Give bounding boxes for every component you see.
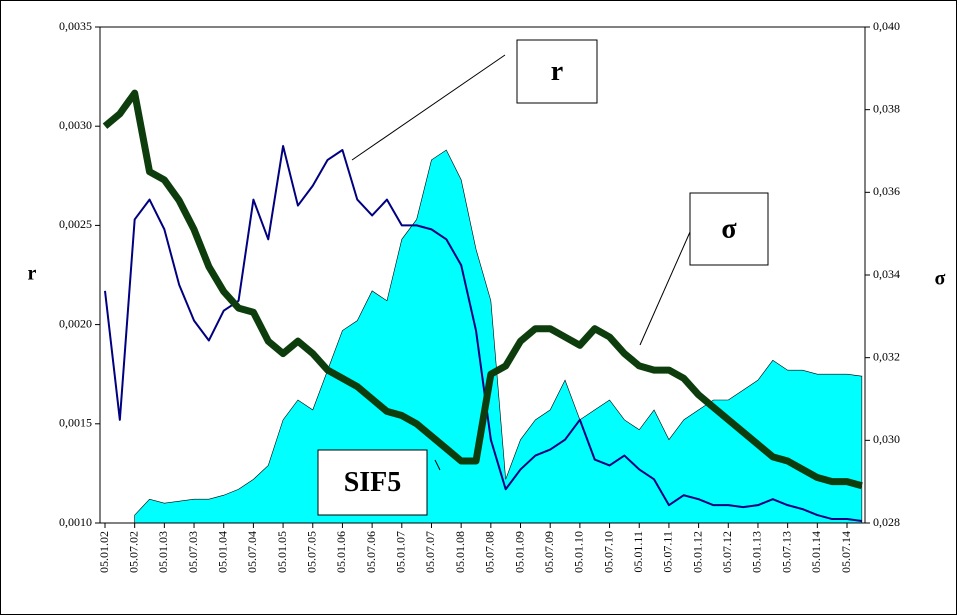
x-tick-label: 05.07.06 [364, 531, 378, 573]
x-tick-label: 05.07.03 [186, 531, 200, 573]
x-tick-label: 05.01.11 [631, 531, 645, 573]
y-tick-label: 0,0015 [59, 416, 92, 430]
annotation-label: σ [721, 213, 737, 244]
line [102, 89, 863, 490]
x-tick-label: 05.07.07 [423, 531, 437, 573]
x-tick-label: 05.07.10 [601, 531, 615, 573]
y-tick-label: 0,0010 [59, 515, 92, 529]
x-tick-label: 05.07.09 [542, 531, 556, 573]
annotation-box [516, 39, 598, 104]
x-tick-label: 05.01.12 [690, 531, 704, 573]
y2-tick-label: 0,032 [873, 349, 900, 363]
annotation-label: SIF5 [344, 467, 402, 498]
annotation-box [689, 192, 769, 266]
x-tick-label: 05.01.04 [215, 531, 229, 573]
y-tick-label: 0,0025 [59, 217, 92, 231]
x-tick-label: 05.07.04 [245, 531, 259, 573]
x-tick-label: 05.01.07 [394, 531, 408, 573]
x-tick-label: 05.01.02 [97, 531, 111, 573]
x-tick-label: 05.07.11 [661, 531, 675, 573]
x-tick-label: 05.01.13 [750, 531, 764, 573]
area [134, 149, 863, 524]
x-tick-label: 05.01.08 [453, 531, 467, 573]
y-tick-label: 0,0020 [59, 316, 92, 330]
x-tick-label: 05.07.08 [483, 531, 497, 573]
x-tick-label: 05.07.02 [126, 531, 140, 573]
y2-tick-label: 0,036 [873, 184, 900, 198]
line [104, 145, 862, 523]
y2-tick-label: 0,038 [873, 101, 900, 115]
x-tick-label: 05.01.09 [512, 531, 526, 573]
y2-tick-label: 0,040 [873, 19, 900, 33]
annotation-box [317, 449, 428, 516]
y-tick-label: 0,0030 [59, 118, 92, 132]
leader-line [351, 54, 506, 161]
x-tick-label: 05.07.12 [720, 531, 734, 573]
x-tick-label: 05.01.10 [572, 531, 586, 573]
x-tick-label: 05.01.14 [809, 531, 823, 573]
y2-tick-label: 0,030 [873, 432, 900, 446]
x-tick-label: 05.07.05 [305, 531, 319, 573]
y2-axis-label: σ [935, 268, 946, 290]
y2-tick-label: 0,034 [873, 267, 900, 281]
x-tick-label: 05.01.05 [275, 531, 289, 573]
leader-line [434, 459, 441, 471]
annotation-label: r [551, 56, 563, 87]
leader-line [639, 231, 691, 346]
x-tick-label: 05.07.14 [839, 531, 853, 573]
y-axis-label: r [28, 263, 37, 285]
y-tick-label: 0,0035 [59, 19, 92, 33]
x-tick-label: 05.07.13 [779, 531, 793, 573]
x-tick-label: 05.01.06 [334, 531, 348, 573]
y2-tick-label: 0,028 [873, 515, 900, 529]
x-tick-label: 05.01.03 [156, 531, 170, 573]
